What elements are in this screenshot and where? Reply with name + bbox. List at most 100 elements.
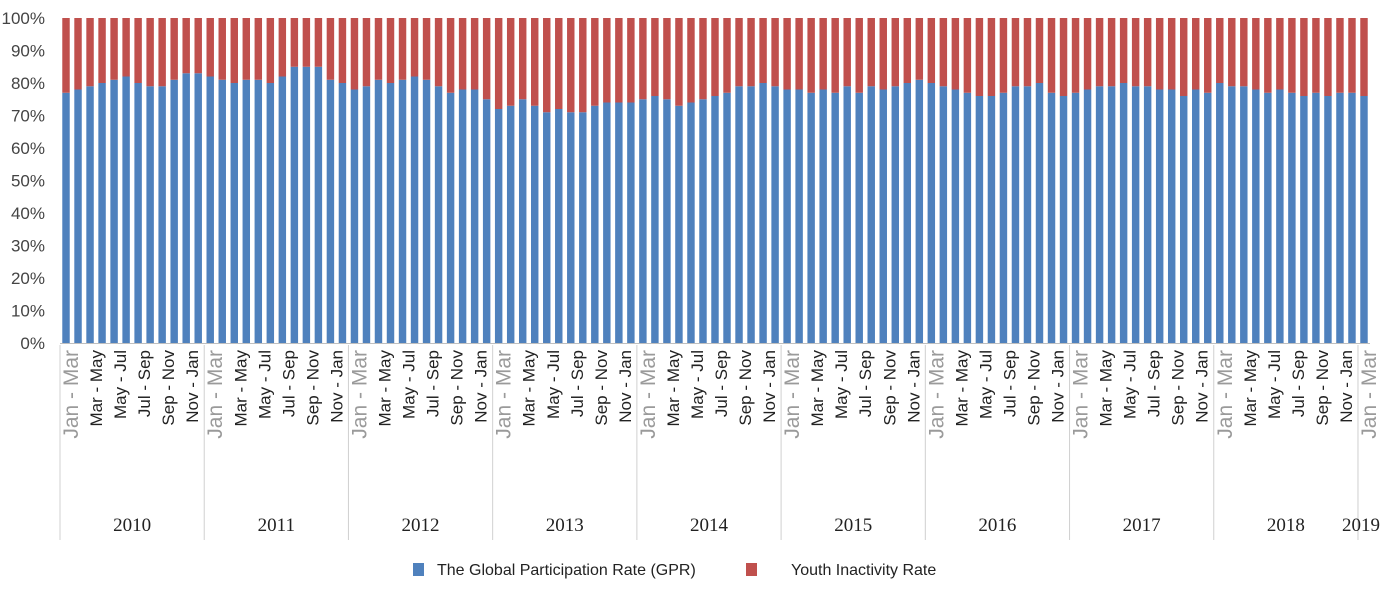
x-tick-label: Jul - Sep [856, 350, 875, 417]
bar-inactivity [110, 18, 118, 80]
x-tick-label: Jan - Mar [348, 350, 371, 439]
bar-inactivity [1288, 18, 1296, 93]
bar-gpr [879, 89, 887, 343]
bar-gpr [795, 89, 803, 343]
x-tick-label: Sep - Nov [592, 350, 611, 426]
bar-gpr [615, 102, 623, 343]
bar-gpr [1216, 83, 1224, 343]
legend-label-gpr: The Global Participation Rate (GPR) [437, 562, 696, 579]
bar-inactivity [1071, 18, 1080, 93]
bar-inactivity [434, 18, 443, 87]
bar-inactivity [963, 18, 972, 93]
x-tick-label: Jan - Mar [1358, 350, 1381, 439]
bar-gpr [1360, 96, 1368, 343]
bar-gpr [1276, 89, 1284, 343]
bar-inactivity [1348, 18, 1356, 93]
bar-inactivity [62, 18, 70, 93]
bar-inactivity [1047, 18, 1056, 93]
bar-inactivity [302, 18, 311, 67]
bar-inactivity [410, 18, 419, 77]
bar-inactivity [1228, 18, 1236, 87]
bar-gpr [350, 89, 359, 343]
bar-gpr [338, 83, 347, 343]
x-tick-label: May - Jul [111, 350, 130, 419]
bar-gpr [362, 86, 371, 343]
year-label: 2017 [1123, 515, 1161, 536]
x-tick-label: Nov - Jan [1049, 350, 1068, 423]
bar-inactivity [699, 18, 707, 100]
bar-gpr [783, 89, 791, 343]
bar-inactivity [458, 18, 467, 90]
bar-gpr [98, 83, 106, 343]
bar-inactivity [242, 18, 251, 80]
x-axis: Jan - Mar Mar - May May - Jul Jul - Sep Sep … [59, 343, 1381, 540]
bar-gpr [86, 86, 94, 343]
bar-inactivity [230, 18, 238, 83]
bar-gpr [518, 99, 527, 343]
y-tick-label: 10% [11, 302, 45, 321]
bar-inactivity [543, 18, 551, 113]
bar-inactivity [627, 18, 635, 103]
x-tick-label: Jan - Mar [1070, 350, 1093, 439]
year-label: 2018 [1267, 515, 1305, 536]
bar-gpr [771, 86, 779, 343]
bar-inactivity [374, 18, 383, 80]
bar-inactivity [170, 18, 178, 80]
bar-gpr [1035, 83, 1044, 343]
bar-gpr [1071, 92, 1080, 343]
bar-gpr [314, 66, 323, 343]
bar-inactivity [951, 18, 960, 90]
bar-inactivity [278, 18, 287, 77]
bar-inactivity [1179, 18, 1188, 96]
bar-inactivity [1035, 18, 1044, 83]
bar-inactivity [338, 18, 347, 83]
bar-gpr [1023, 86, 1032, 343]
bar-gpr [290, 66, 299, 343]
bar-inactivity [398, 18, 407, 80]
x-tick-label: Jul - Sep [1145, 350, 1164, 417]
y-tick-label: 30% [11, 237, 45, 256]
bar-gpr [843, 86, 851, 343]
bar-inactivity [134, 18, 142, 83]
bar-gpr [1252, 89, 1260, 343]
bar-inactivity [122, 18, 130, 77]
bar-gpr [759, 83, 767, 343]
bar-inactivity [831, 18, 839, 93]
x-tick-label: Nov - Jan [616, 350, 635, 423]
bar-gpr [182, 73, 190, 343]
y-tick-label: 40% [11, 204, 45, 223]
x-tick-label: May - Jul [1121, 350, 1140, 419]
y-tick-label: 100% [2, 9, 45, 28]
bar-inactivity [663, 18, 671, 100]
year-label: 2014 [690, 515, 729, 536]
x-tick-label: Sep - Nov [880, 350, 899, 426]
x-tick-label: Jan - Mar [60, 350, 83, 439]
bar-inactivity [494, 18, 503, 109]
x-tick-label: Sep - Nov [736, 350, 755, 426]
bar-gpr [1107, 86, 1116, 343]
bar-inactivity [843, 18, 851, 87]
legend-label-inactivity: Youth Inactivity Rate [791, 562, 936, 579]
bar-inactivity [1264, 18, 1272, 93]
y-tick-label: 70% [11, 107, 45, 126]
bar-inactivity [158, 18, 166, 87]
bar-gpr [1131, 86, 1140, 343]
x-tick-label: Nov - Jan [760, 350, 779, 423]
x-tick-label: Mar - May [375, 350, 394, 427]
x-tick-label: Nov - Jan [183, 350, 202, 423]
bar-inactivity [675, 18, 683, 106]
bar-gpr [1324, 96, 1332, 343]
bar-gpr [831, 92, 839, 343]
bar-inactivity [98, 18, 106, 83]
x-tick-label: Jan - Mar [781, 350, 804, 439]
bar-gpr [555, 109, 563, 343]
bar-gpr [482, 99, 491, 343]
bar-gpr [951, 89, 960, 343]
y-tick-label: 60% [11, 139, 45, 158]
bar-gpr [627, 102, 635, 343]
bar-inactivity [350, 18, 359, 90]
bar-gpr [158, 86, 166, 343]
bar-gpr [735, 86, 743, 343]
bar-inactivity [1312, 18, 1320, 93]
bar-gpr [867, 86, 875, 343]
